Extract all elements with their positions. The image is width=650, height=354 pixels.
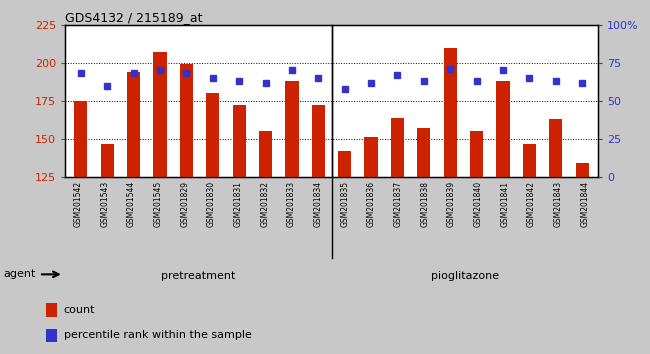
Bar bbox=[391, 118, 404, 177]
Text: GSM201830: GSM201830 bbox=[207, 181, 216, 227]
Bar bbox=[365, 137, 378, 177]
Bar bbox=[180, 64, 193, 177]
Text: pioglitazone: pioglitazone bbox=[431, 271, 499, 281]
Bar bbox=[444, 47, 457, 177]
Bar bbox=[549, 119, 562, 177]
Bar bbox=[259, 131, 272, 177]
Text: GSM201833: GSM201833 bbox=[287, 181, 296, 227]
Text: GSM201835: GSM201835 bbox=[341, 181, 349, 227]
FancyBboxPatch shape bbox=[46, 329, 57, 342]
FancyBboxPatch shape bbox=[46, 303, 57, 317]
Text: pretreatment: pretreatment bbox=[161, 271, 235, 281]
Bar bbox=[523, 143, 536, 177]
Text: GSM201831: GSM201831 bbox=[234, 181, 242, 227]
Bar bbox=[233, 105, 246, 177]
Text: GDS4132 / 215189_at: GDS4132 / 215189_at bbox=[65, 11, 203, 24]
Bar bbox=[74, 101, 88, 177]
Bar bbox=[153, 52, 166, 177]
Text: GSM201836: GSM201836 bbox=[367, 181, 376, 227]
Text: GSM201843: GSM201843 bbox=[554, 181, 562, 227]
Bar bbox=[312, 105, 325, 177]
Bar bbox=[206, 93, 219, 177]
Text: GSM201832: GSM201832 bbox=[261, 181, 269, 227]
Bar bbox=[127, 72, 140, 177]
Bar bbox=[338, 151, 351, 177]
Bar bbox=[575, 163, 589, 177]
Text: GSM201839: GSM201839 bbox=[447, 181, 456, 227]
Text: GSM201837: GSM201837 bbox=[394, 181, 402, 227]
Text: GSM201844: GSM201844 bbox=[580, 181, 589, 227]
Bar bbox=[417, 128, 430, 177]
Text: GSM201842: GSM201842 bbox=[527, 181, 536, 227]
Text: GSM201840: GSM201840 bbox=[474, 181, 482, 227]
Text: GSM201838: GSM201838 bbox=[421, 181, 429, 227]
Text: count: count bbox=[64, 305, 95, 315]
Bar bbox=[497, 81, 510, 177]
Text: GSM201543: GSM201543 bbox=[101, 181, 109, 227]
Text: GSM201841: GSM201841 bbox=[500, 181, 509, 227]
Bar bbox=[101, 143, 114, 177]
Bar bbox=[285, 81, 298, 177]
Text: agent: agent bbox=[3, 269, 36, 279]
Text: GSM201834: GSM201834 bbox=[314, 181, 322, 227]
Bar bbox=[470, 131, 483, 177]
Text: GSM201545: GSM201545 bbox=[154, 181, 162, 227]
Text: GSM201829: GSM201829 bbox=[181, 181, 189, 227]
Text: GSM201544: GSM201544 bbox=[127, 181, 136, 227]
Text: GSM201542: GSM201542 bbox=[74, 181, 83, 227]
Text: percentile rank within the sample: percentile rank within the sample bbox=[64, 330, 252, 340]
